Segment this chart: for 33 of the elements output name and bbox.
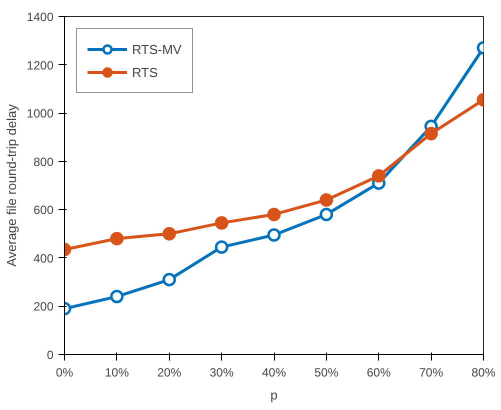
point: [110, 290, 124, 304]
x-tick-label: 30%: [210, 366, 234, 380]
point: [214, 240, 228, 254]
y-tick-label: 0: [46, 348, 54, 362]
x-tick-label: 40%: [262, 366, 286, 380]
x-tick-label: 70%: [419, 366, 444, 380]
point: [267, 208, 281, 222]
y-tick-label: 800: [33, 154, 54, 169]
point: [110, 232, 124, 246]
x-tick-label: 0%: [56, 366, 74, 380]
point: [320, 208, 334, 222]
x-tick-label: 80%: [471, 366, 496, 380]
y-tick-label: 1200: [26, 58, 54, 72]
y-tick-label: 400: [33, 251, 54, 266]
point: [372, 169, 386, 183]
point: [424, 126, 438, 140]
y-axis-title: Average file round-trip delay: [4, 104, 19, 267]
legend-label: RTS: [132, 64, 158, 80]
point: [267, 228, 281, 242]
y-tick-label: 1400: [26, 10, 54, 24]
x-tick-label: 10%: [104, 366, 130, 380]
x-tick-label: 50%: [314, 366, 339, 380]
legend-label: RTS-MV: [132, 42, 182, 56]
x-axis-title: p: [270, 388, 278, 402]
point: [162, 272, 176, 286]
y-tick-label: 1000: [26, 106, 54, 121]
point: [162, 227, 176, 241]
y-tick-label: 600: [33, 203, 54, 218]
point: [320, 193, 334, 207]
point: [214, 216, 228, 230]
x-tick-label: 60%: [366, 366, 392, 380]
x-tick-label: 20%: [157, 366, 182, 380]
y-tick-label: 200: [33, 300, 54, 314]
